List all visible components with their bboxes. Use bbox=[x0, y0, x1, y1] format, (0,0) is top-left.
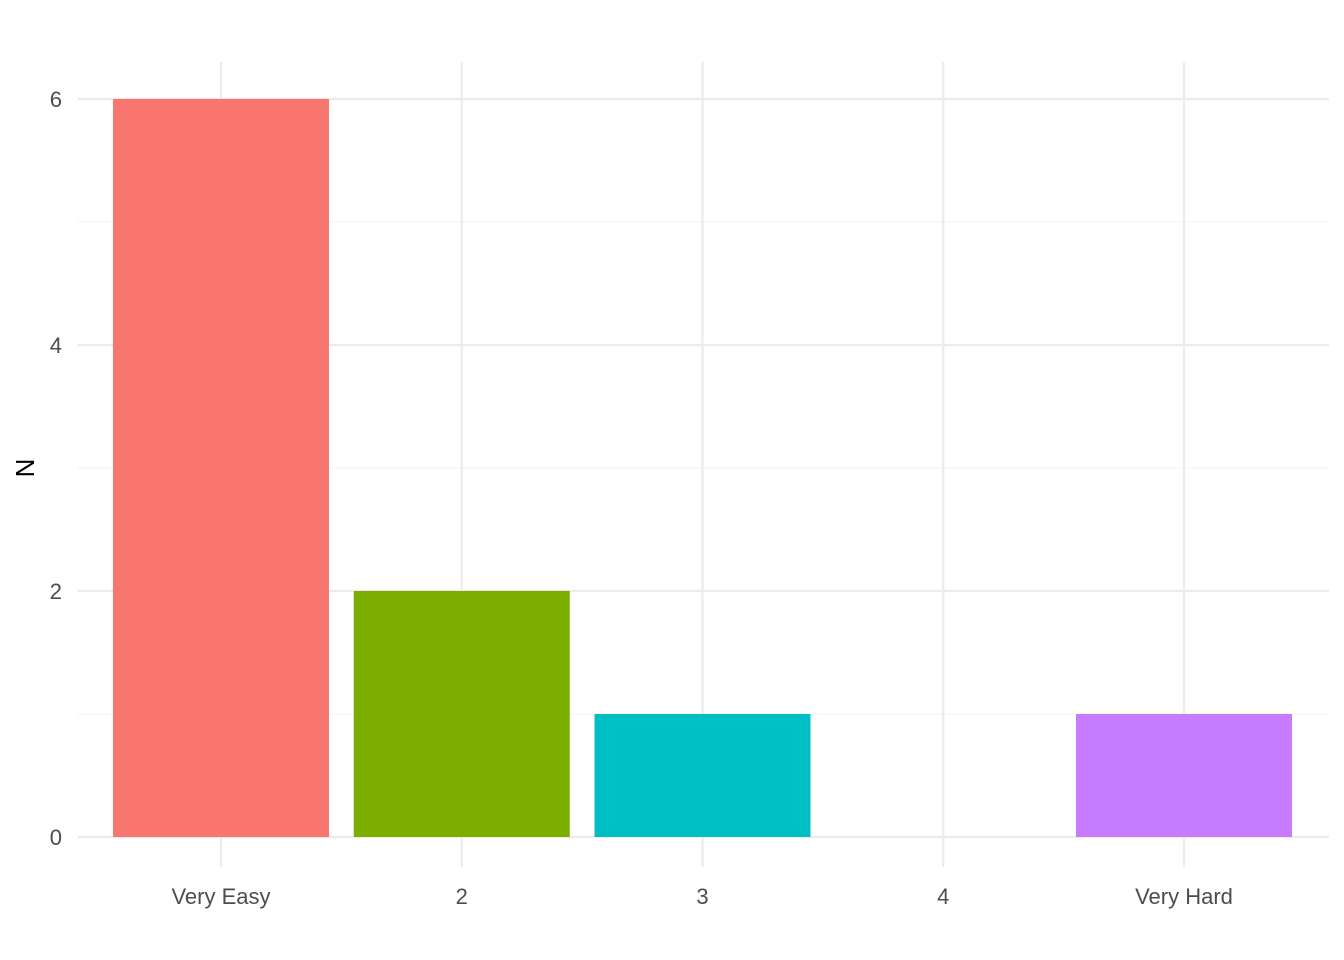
x-tick-label: 4 bbox=[937, 884, 949, 909]
x-tick-label: 2 bbox=[456, 884, 468, 909]
x-tick-label: Very Hard bbox=[1135, 884, 1233, 909]
x-axis-tick-labels: Very Easy 2 3 4 Very Hard bbox=[171, 884, 1232, 909]
x-tick-label: 3 bbox=[696, 884, 708, 909]
bar-very-easy bbox=[113, 99, 329, 837]
bar-2 bbox=[353, 591, 570, 837]
y-tick-label: 6 bbox=[50, 87, 62, 112]
y-axis-tick-labels: 0 2 4 6 bbox=[50, 87, 62, 850]
bars bbox=[113, 99, 1292, 837]
x-tick-label: Very Easy bbox=[171, 884, 270, 909]
y-tick-label: 0 bbox=[50, 825, 62, 850]
bar-very-hard bbox=[1076, 714, 1292, 837]
y-tick-label: 2 bbox=[50, 579, 62, 604]
y-axis-title: N bbox=[10, 459, 40, 478]
bar-3 bbox=[594, 714, 811, 837]
y-tick-label: 4 bbox=[50, 333, 62, 358]
